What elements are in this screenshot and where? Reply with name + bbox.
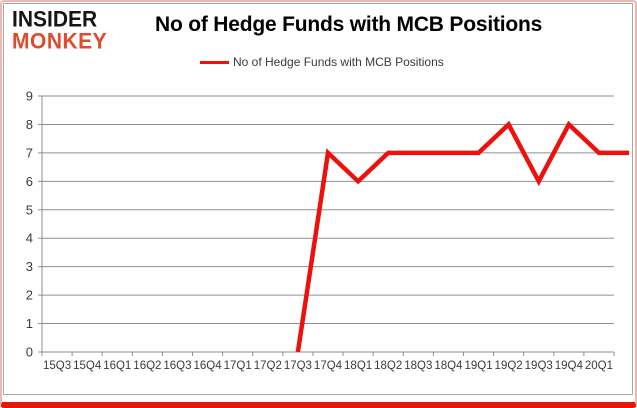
y-tick-label: 3	[26, 259, 33, 274]
x-tick-label: 16Q4	[194, 360, 223, 372]
x-tick-label: 17Q1	[224, 360, 252, 372]
legend: No of Hedge Funds with MCB Positions	[200, 55, 444, 69]
x-tick-label: 19Q1	[464, 360, 492, 372]
y-tick-label: 4	[26, 231, 33, 246]
y-tick-label: 2	[26, 288, 33, 303]
x-tick-label: 17Q2	[254, 360, 282, 372]
x-tick-label: 18Q3	[404, 360, 432, 372]
insider-monkey-logo: INSIDER MONKEY	[12, 7, 108, 54]
x-tick-label: 18Q4	[434, 360, 463, 372]
x-tick-label: 16Q1	[103, 360, 131, 372]
x-tick-label: 19Q4	[555, 360, 584, 372]
legend-line-swatch	[200, 60, 229, 64]
x-tick-label: 19Q3	[525, 360, 553, 372]
x-tick-label: 19Q2	[495, 360, 523, 372]
y-tick-label: 7	[26, 145, 33, 160]
y-tick-label: 9	[26, 89, 33, 104]
y-tick-label: 6	[26, 174, 33, 189]
legend-label: No of Hedge Funds with MCB Positions	[233, 55, 444, 69]
x-tick-label: 18Q2	[374, 360, 402, 372]
x-tick-label: 17Q3	[284, 360, 312, 372]
y-tick-label: 5	[26, 202, 33, 217]
x-tick-label: 16Q2	[133, 360, 161, 372]
chart-title: No of Hedge Funds with MCB Positions	[155, 13, 543, 36]
x-tick-label: 16Q3	[163, 360, 191, 372]
x-tick-label: 15Q3	[43, 360, 71, 372]
y-tick-label: 0	[26, 345, 33, 360]
x-tick-label: 17Q4	[314, 360, 343, 372]
x-tick-label: 20Q1	[585, 360, 613, 372]
y-tick-label: 1	[26, 316, 33, 331]
logo-monkey-text: MONKEY	[12, 29, 108, 54]
y-tick-label: 8	[26, 117, 33, 132]
logo-insider-text: INSIDER	[12, 7, 98, 32]
x-tick-label: 18Q1	[344, 360, 372, 372]
series-line-0	[295, 120, 630, 353]
x-tick-label: 15Q4	[73, 360, 102, 372]
